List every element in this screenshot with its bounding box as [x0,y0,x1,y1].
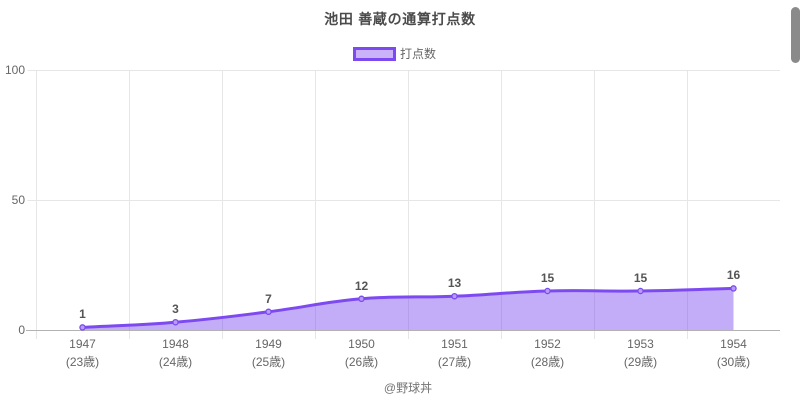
y-tick-label: 100 [4,63,25,77]
data-point [358,295,365,303]
x-tick-age: (30歳) [716,354,751,369]
x-tick-label: 1949 (25歳) [222,336,315,371]
series-area [82,288,734,330]
x-tick-age: (25歳) [251,354,286,369]
x-tick-age: (28歳) [530,354,565,369]
point-value-label: 1 [79,307,86,322]
x-tick-label: 1948 (24歳) [129,336,222,371]
point-value-label: 16 [726,268,741,283]
x-tick-label: 1953 (29歳) [594,336,687,371]
x-tick-age: (29歳) [623,354,658,369]
x-tick-year: 1951 [441,337,468,352]
point-value-label: 15 [540,271,555,285]
x-tick-year: 1953 [627,337,654,352]
data-point [79,324,86,331]
point-value-label: 12 [354,278,369,293]
point-value-label: 13 [447,276,462,291]
scrollbar-thumb[interactable] [790,7,800,63]
series-line [81,286,735,329]
y-tick-label: 0 [18,323,25,337]
point-value-label: 7 [265,291,272,306]
data-point [544,287,551,295]
data-point [265,308,272,316]
data-point [637,287,644,295]
point-value-label: 3 [172,302,179,317]
data-point [451,292,458,300]
data-point [730,285,737,292]
y-tick-label: 50 [11,193,25,207]
x-tick-year: 1948 [162,337,189,352]
x-tick-age: (27歳) [437,354,472,369]
x-tick-age: (23歳) [65,354,100,369]
data-point [172,318,179,326]
legend-label: 打点数 [400,47,437,61]
x-tick-label: 1954 (30歳) [687,336,780,371]
x-tick-year: 1954 [720,337,747,352]
footer-credit: @野球丼 [383,381,433,395]
x-tick-label: 1947 (23歳) [36,336,129,371]
point-value-label: 15 [633,271,648,285]
x-tick-label: 1950 (26歳) [315,336,408,371]
x-tick-age: (26歳) [344,354,379,369]
x-tick-year: 1952 [534,337,561,352]
chart-title: 池田 善蔵の通算打点数 [324,11,476,27]
x-tick-age: (24歳) [158,354,193,369]
legend-swatch [352,47,396,61]
x-tick-label: 1951 (27歳) [408,336,501,371]
x-tick-label: 1952 (28歳) [501,336,594,371]
x-tick-year: 1950 [348,337,375,352]
x-tick-year: 1949 [255,337,282,352]
x-tick-year: 1947 [69,337,96,352]
